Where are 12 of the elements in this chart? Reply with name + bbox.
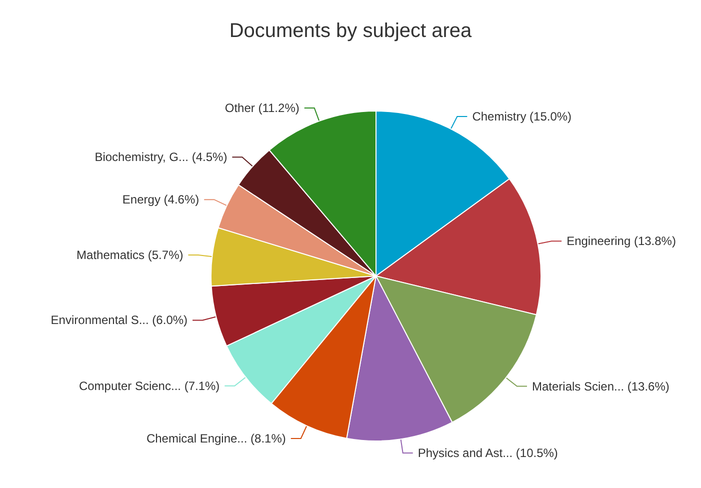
slice-label: Chemical Engine... (8.1%) — [146, 431, 286, 446]
slice-label: Environmental S... (6.0%) — [50, 313, 188, 328]
chart-title: Documents by subject area — [229, 20, 473, 42]
slice-label: Engineering (13.8%) — [566, 234, 676, 248]
slice-label: Chemistry (15.0%) — [472, 109, 572, 124]
slice-label: Biochemistry, G... (4.5%) — [94, 150, 228, 164]
slice-label: Energy (4.6%) — [122, 192, 200, 207]
slice-label: Physics and Ast... (10.5%) — [418, 446, 558, 460]
slice-label: Materials Scien... (13.6%) — [532, 379, 670, 394]
slice-label: Mathematics (5.7%) — [76, 248, 184, 262]
slice-label: Computer Scienc... (7.1%) — [78, 378, 220, 393]
slice-label: Other (11.2%) — [224, 100, 300, 115]
